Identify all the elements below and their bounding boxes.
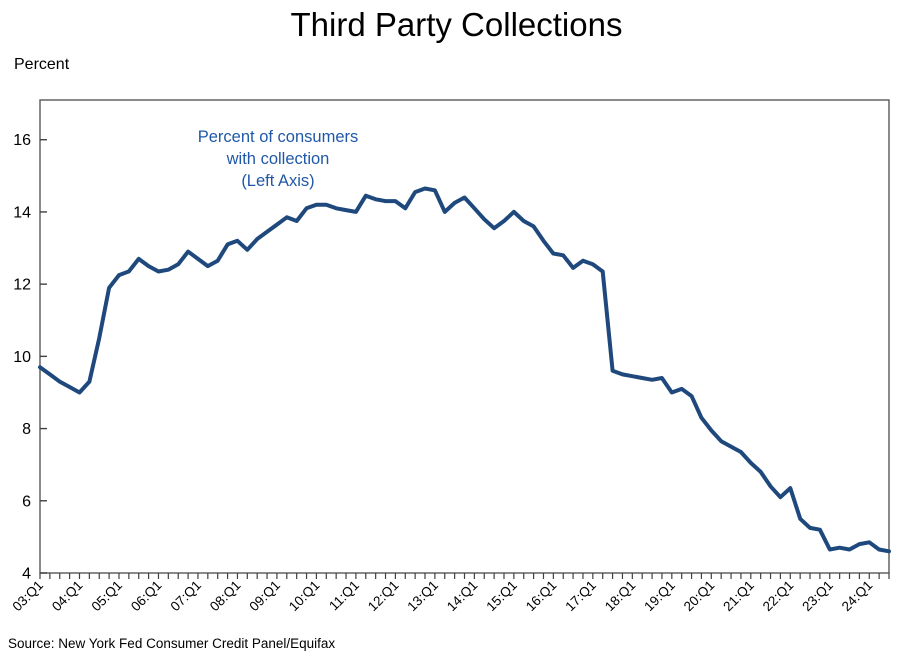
data-series-line — [38, 186, 891, 554]
x-axis-tick-label: 04:Q1 — [49, 578, 86, 615]
x-axis-tick-label: 21:Q1 — [720, 578, 757, 615]
y-axis-tick-label: 4 — [22, 566, 31, 583]
x-axis-tick-label: 03:Q1 — [10, 578, 47, 615]
annotation-line-1: Percent of consumers — [197, 128, 359, 146]
x-axis-tick-label: 11:Q1 — [326, 578, 362, 614]
x-axis-tick-label: 22:Q1 — [760, 578, 797, 615]
x-axis-tick-label: 17:Q1 — [562, 578, 599, 615]
x-axis-tick-label: 20:Q1 — [681, 578, 718, 615]
series-annotation: Percent of consumers with collection (Le… — [147, 126, 409, 192]
x-axis-tick-label: 09:Q1 — [246, 578, 283, 615]
x-axis-tick-label: 06:Q1 — [128, 578, 165, 615]
x-axis-tick-label: 08:Q1 — [207, 578, 244, 615]
x-axis-tick-label: 10:Q1 — [286, 578, 323, 615]
x-axis-tick-label: 18:Q1 — [602, 578, 639, 615]
x-axis-tick-label: 16:Q1 — [523, 578, 560, 615]
x-axis-tick-label: 05:Q1 — [88, 578, 125, 615]
y-axis-tick-label: 14 — [13, 204, 31, 221]
x-axis-tick-label: 19:Q1 — [641, 578, 678, 615]
y-axis-tick-label: 8 — [22, 421, 31, 438]
x-axis-tick-label: 07:Q1 — [167, 578, 204, 615]
x-axis-tick-label: 14:Q1 — [444, 578, 481, 615]
chart-title: Third Party Collections — [290, 6, 623, 43]
y-axis-unit-label: Percent — [14, 56, 70, 73]
y-axis-tick-label: 6 — [22, 493, 31, 510]
annotation-line-2: with collection — [226, 150, 330, 168]
annotation-line-3: (Left Axis) — [241, 172, 315, 190]
y-axis-tick-label: 16 — [13, 132, 31, 149]
source-note: Source: New York Fed Consumer Credit Pan… — [8, 636, 336, 651]
y-axis-tick-label: 10 — [13, 349, 31, 366]
x-axis-tick-label: 12:Q1 — [365, 578, 402, 615]
x-axis-tick-label: 23:Q1 — [799, 578, 836, 615]
x-axis-tick-label: 15:Q1 — [483, 578, 520, 615]
x-axis-tick-label: 13:Q1 — [404, 578, 441, 615]
y-axis-tick-label: 12 — [13, 277, 31, 294]
x-axis-tick-label: 24:Q1 — [839, 578, 876, 615]
